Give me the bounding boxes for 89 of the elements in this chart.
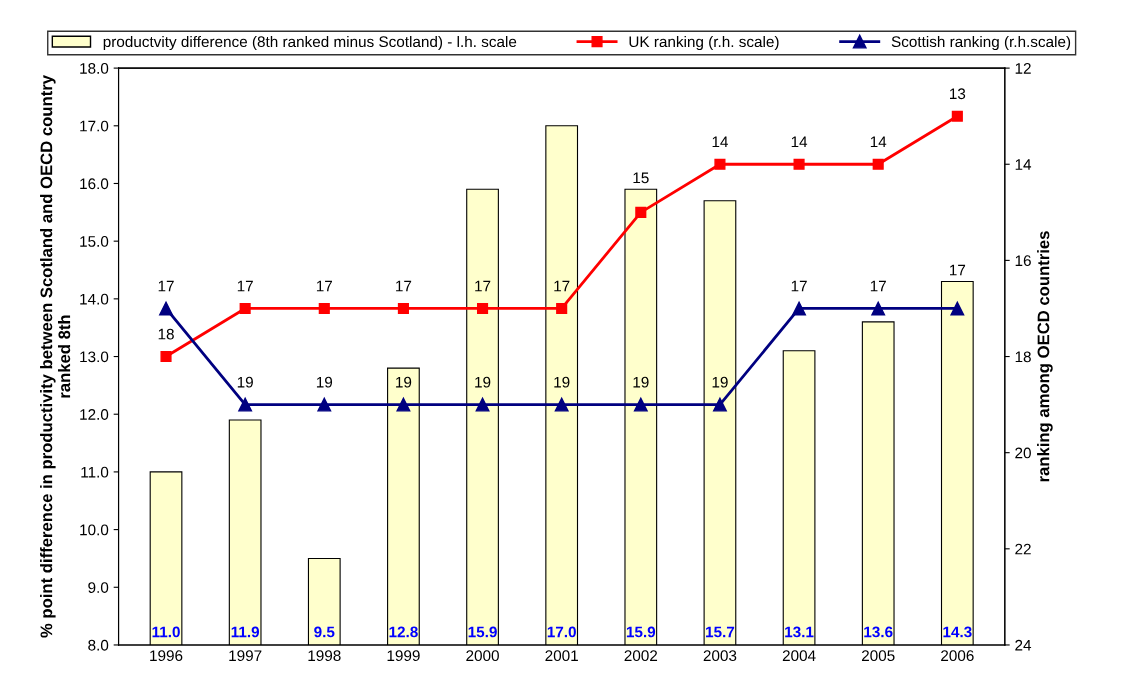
data-label: 11.9 [231, 626, 260, 638]
y-tick-label: 15.0 [80, 236, 109, 247]
data-label: 15.9 [468, 626, 497, 638]
y2-tick-label: 20 [1015, 447, 1031, 459]
point [792, 301, 807, 316]
data-label: 17 [237, 280, 253, 292]
data-label: 14 [712, 136, 728, 148]
point [793, 158, 805, 170]
point [396, 397, 411, 412]
point [872, 158, 884, 170]
y-tick-label: 9.0 [88, 582, 109, 593]
y-tick-label: 8.0 [88, 639, 109, 651]
point [318, 302, 330, 315]
point [554, 397, 569, 412]
legend-label: productvity difference (8th ranked minus Scotland) - l.h. scale [103, 35, 517, 51]
data-label: 17 [870, 280, 886, 292]
point [712, 397, 727, 412]
point [238, 397, 253, 412]
point [714, 158, 726, 170]
data-label: 17 [950, 264, 966, 276]
data-label: 19 [237, 376, 253, 388]
x-tick-label: 2000 [466, 650, 499, 662]
y-tick-label: 14.0 [80, 293, 109, 305]
point [871, 301, 886, 316]
data-label: 14 [870, 136, 887, 148]
data-label: 19 [554, 376, 570, 388]
x-tick-label: 2002 [624, 650, 658, 662]
y2-tick-label: 14 [1015, 159, 1032, 170]
legend-label: Scottish ranking (r.h.scale) [891, 35, 1071, 51]
y-tick-label: 11.0 [81, 466, 109, 478]
x-tick-label: 1999 [387, 650, 420, 662]
data-label: 17 [554, 280, 570, 292]
x-tick-label: 2005 [861, 650, 895, 662]
data-label: 17 [316, 280, 333, 292]
y-axis-title: % point difference in productivity between Scotland and OECD country ranked 8th [40, 75, 71, 638]
y-tick-label: 12.0 [80, 409, 109, 420]
y2-tick-label: 12 [1015, 62, 1031, 74]
data-label: 17 [475, 280, 491, 292]
point [317, 397, 332, 412]
data-label: 19 [475, 376, 491, 388]
y-tick-label: 10.0 [80, 524, 109, 536]
x-tick-label: 2004 [782, 650, 816, 662]
x-tick-label: 2006 [941, 650, 974, 662]
x-tick-label: 1998 [308, 650, 341, 662]
data-label: 14 [791, 136, 808, 148]
data-label: 15.7 [706, 626, 735, 638]
y-tick-label: 18.0 [80, 62, 109, 74]
data-label: 17 [158, 280, 174, 292]
y2-tick-label: 16 [1015, 255, 1031, 267]
y2-tick-label: 24 [1015, 639, 1032, 651]
data-label: 19 [396, 376, 412, 388]
data-label: 17 [791, 280, 807, 292]
x-tick-label: 1996 [150, 650, 183, 662]
y2-axis-title: ranking among OECD countries [1037, 231, 1053, 482]
x-tick-label: 2003 [703, 650, 737, 662]
point [635, 206, 647, 218]
data-label: 9.5 [314, 626, 335, 638]
x-tick-label: 1997 [229, 650, 262, 662]
data-label: 15.9 [626, 626, 656, 638]
x-tick-label: 2001 [545, 650, 578, 662]
y-tick-label: 17.0 [80, 120, 109, 132]
data-label: 15 [633, 172, 649, 184]
y-tick-label: 16.0 [80, 178, 109, 190]
data-label: 11.0 [152, 626, 180, 638]
data-label: 12.8 [389, 626, 418, 638]
point [950, 301, 965, 316]
data-label: 14.3 [943, 626, 972, 638]
data-label: 19 [633, 376, 649, 388]
y2-tick-label: 22 [1015, 543, 1031, 555]
point [475, 397, 490, 412]
point [556, 302, 568, 315]
point [159, 301, 173, 316]
point [239, 302, 251, 315]
point [951, 110, 963, 122]
data-label: 19 [712, 376, 728, 388]
data-label: 17.0 [547, 626, 576, 638]
y-tick-label: 13.0 [80, 351, 109, 363]
data-label: 18 [158, 328, 174, 340]
data-label: 19 [316, 376, 333, 388]
legend-label: UK ranking (r.h. scale) [629, 35, 779, 51]
point [633, 397, 648, 412]
point [397, 302, 409, 315]
data-label: 17 [396, 280, 412, 292]
point [160, 350, 172, 363]
point [476, 302, 489, 315]
data-label: 13.1 [785, 626, 814, 638]
data-label: 13 [950, 88, 966, 100]
y2-tick-label: 18 [1015, 351, 1031, 363]
data-label: 13.6 [864, 626, 893, 638]
